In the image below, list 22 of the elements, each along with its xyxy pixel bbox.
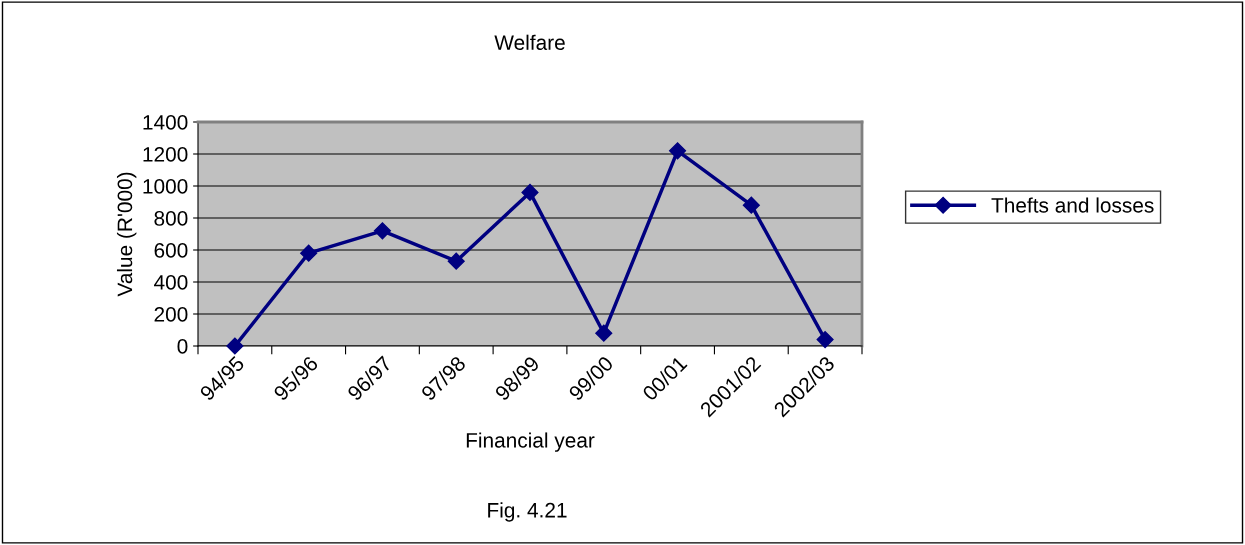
y-tick-label: 200 [154, 307, 188, 322]
chart-title: Welfare [494, 34, 565, 50]
point [447, 252, 465, 270]
point [226, 337, 244, 355]
y-axis-title: Value (R'000) [116, 172, 137, 297]
point [300, 244, 318, 262]
y-tick-label: 1400 [143, 115, 188, 130]
point [742, 196, 760, 214]
point [669, 142, 687, 160]
point [521, 183, 539, 201]
y-tick-label: 400 [154, 275, 188, 290]
y-tick-label: 600 [154, 243, 188, 258]
y-tick-label: 800 [154, 211, 188, 226]
y-tick-label: 1000 [143, 179, 188, 194]
point [595, 324, 613, 342]
y-tick-label: 0 [177, 339, 188, 354]
y-tick-label: 1200 [143, 147, 188, 162]
point [373, 222, 391, 240]
caption: Fig. 4.21 [488, 502, 567, 522]
legend-label: Thefts and losses [991, 197, 1154, 213]
point [816, 331, 834, 349]
x-axis-title: Financial year [466, 432, 595, 452]
